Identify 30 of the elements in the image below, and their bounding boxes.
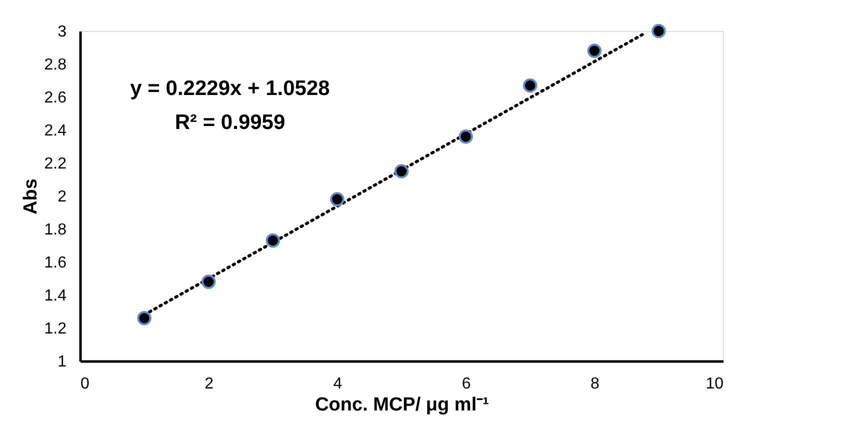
y-tick-label: 1.2 <box>44 320 67 338</box>
y-tick-label: 1 <box>58 354 67 370</box>
y-tick-label: 1.6 <box>44 254 67 272</box>
x-tick-label: 8 <box>590 376 600 392</box>
x-axis-title: Conc. MCP/ μg ml⁻¹ <box>315 394 489 416</box>
y-tick-label: 2.8 <box>44 56 67 74</box>
point <box>652 24 666 38</box>
point <box>522 78 538 93</box>
y-tick-label: 2.4 <box>44 122 67 140</box>
point <box>201 274 216 289</box>
y-tick-label: 2 <box>58 188 67 206</box>
point <box>330 192 344 206</box>
point <box>394 164 409 178</box>
x-tick-label: 10 <box>706 376 724 392</box>
point <box>458 129 473 144</box>
y-tick-label: 1.8 <box>44 222 67 238</box>
point <box>266 233 280 248</box>
y-tick-label: 2.2 <box>44 156 67 172</box>
x-tick-label: 4 <box>333 376 342 392</box>
annotation: y = 0.2229x + 1.0528 <box>130 77 330 100</box>
x-tick-label: 0 <box>80 376 90 392</box>
point <box>137 310 152 326</box>
x-tick-label: 6 <box>462 376 471 392</box>
y-tick-label: 1.4 <box>44 288 67 304</box>
y-tick-label: 2.6 <box>44 90 67 106</box>
y-tick-label: 3 <box>58 24 67 40</box>
y-axis-title: Abs <box>20 178 42 214</box>
x-tick-label: 2 <box>204 376 214 392</box>
annotation: R² = 0.9959 <box>174 111 286 134</box>
point <box>587 44 602 58</box>
